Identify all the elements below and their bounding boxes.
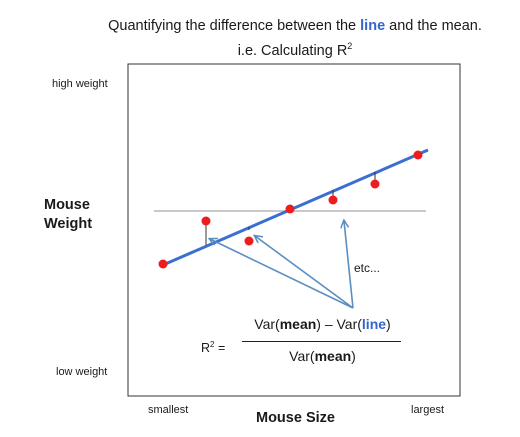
num-line: line: [361, 316, 387, 332]
den-var: Var(: [289, 348, 315, 364]
y-axis-low-label: low weight: [56, 366, 108, 378]
num-var-1: Var(: [254, 316, 280, 332]
title-line-word: line: [360, 18, 386, 34]
r-squared-equals: =: [214, 341, 226, 356]
num-close: ): [386, 316, 391, 332]
den-close: ): [351, 348, 356, 364]
arrow-to-point-3: [344, 221, 354, 309]
fraction-bar: [242, 341, 401, 342]
title-line-2: i.e. Calculating R2: [60, 36, 520, 61]
den-mean: mean: [314, 348, 352, 364]
data-point-6: [370, 179, 380, 189]
etc-annotation: etc...: [354, 261, 381, 275]
data-point-1: [158, 259, 168, 269]
x-axis-small-label: smallest: [148, 404, 189, 416]
data-point-3: [244, 236, 254, 246]
title-text-a: Quantifying the difference between the: [108, 18, 361, 34]
formula-numerator: Var(mean) – Var(line): [240, 316, 405, 332]
data-point-4: [285, 204, 295, 214]
x-axis-title: Mouse Size: [256, 410, 335, 426]
num-mean: mean: [279, 316, 317, 332]
formula-denominator: Var(mean): [240, 348, 405, 364]
data-point-7: [413, 150, 423, 160]
y-axis-title: Mouse Weight: [44, 197, 93, 232]
title-superscript: 2: [347, 41, 353, 51]
arrow-to-point-1: [210, 239, 354, 309]
title-text-b: and the mean.: [385, 18, 482, 34]
fit-line: [162, 148, 429, 267]
title-text-c: i.e. Calculating R: [237, 42, 348, 59]
r-squared-r: R: [201, 341, 211, 356]
arrow-to-point-2: [255, 236, 354, 309]
num-mid: ) – Var(: [316, 316, 362, 332]
r-squared-sup: 2: [210, 340, 215, 349]
data-point-5: [328, 195, 338, 205]
x-axis-large-label: largest: [411, 404, 445, 416]
plot-frame: [127, 63, 461, 397]
y-axis-high-label: high weight: [52, 78, 108, 90]
diagram-title: Quantifying the difference between the l…: [60, 16, 520, 61]
r-squared-label: R2 =: [201, 340, 225, 355]
data-point-2: [201, 216, 211, 226]
title-line-1: Quantifying the difference between the l…: [60, 16, 520, 36]
